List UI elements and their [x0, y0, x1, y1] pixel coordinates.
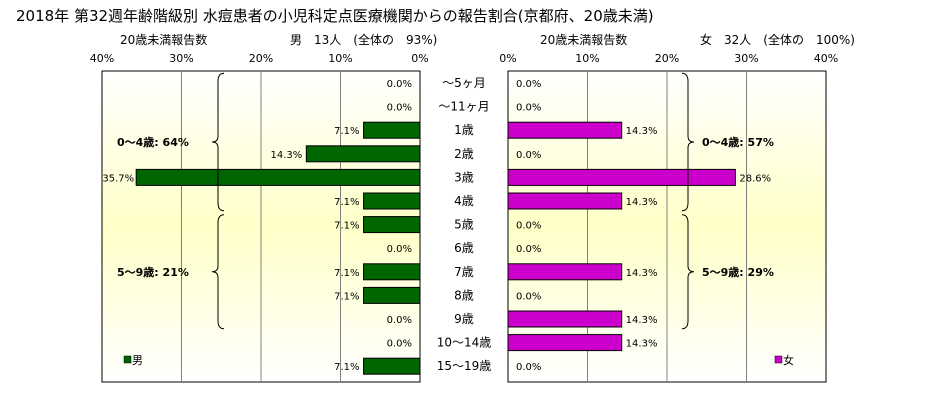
female-data-label: 0.0% [516, 103, 541, 114]
male-bar [363, 357, 421, 375]
male-group-label: 5～9歳: 21% [117, 265, 189, 279]
male-bar [363, 263, 421, 281]
female-data-label: 14.3% [626, 268, 658, 279]
category-label: 1歳 [454, 123, 474, 137]
male-legend-swatch [123, 355, 132, 364]
male-header: 男 13人 (全体の 93%) [290, 32, 437, 47]
category-label: 9歳 [454, 312, 474, 326]
male-tick-label: 40% [90, 52, 114, 65]
female-tick-label: 0% [499, 52, 516, 65]
male-data-label: 35.7% [102, 173, 134, 184]
chart-title: 2018年 第32週年齢階級別 水痘患者の小児科定点医療機関からの報告割合(京都… [16, 7, 654, 25]
female-tick-label: 10% [575, 52, 599, 65]
male-legend: 男 [123, 354, 143, 367]
male-data-label: 0.0% [387, 315, 412, 326]
female-header: 女 32人 (全体の 100%) [700, 32, 855, 47]
male-panel: 0% 10% 20% 30% 40% 0.0% 0.0% 7.1% 14.3% 35.7% 7.1… [90, 32, 437, 383]
male-data-label: 7.1% [334, 197, 359, 208]
category-label: 3歳 [454, 170, 474, 184]
female-legend: 女 [774, 353, 794, 367]
male-group-label: 0～4歳: 64% [117, 135, 189, 149]
female-legend-label: 女 [783, 353, 794, 367]
male-data-label: 0.0% [387, 79, 412, 90]
female-tick-label: 40% [814, 52, 838, 65]
male-bar [363, 192, 421, 210]
male-data-label: 0.0% [387, 339, 412, 350]
male-data-label: 0.0% [387, 244, 412, 255]
female-group-label: 0～4歳: 57% [702, 135, 774, 149]
category-label: 15～19歳 [437, 359, 492, 373]
female-data-label: 14.3% [626, 315, 658, 326]
male-bar [363, 121, 421, 139]
female-data-label: 28.6% [739, 173, 771, 184]
category-label: 2歳 [454, 147, 474, 161]
male-bar [363, 286, 421, 304]
female-data-label: 0.0% [516, 362, 541, 373]
female-data-label: 0.0% [516, 150, 541, 161]
female-legend-swatch [774, 355, 783, 364]
category-labels: ～5ヶ月 ～11ヶ月 1歳 2歳 3歳 4歳 5歳 6歳 7歳 8歳 9歳 10～14歳 15～19歳 [437, 76, 492, 373]
category-label: ～11ヶ月 [438, 100, 489, 114]
male-group-brace [211, 72, 225, 212]
female-group-brace [681, 214, 695, 330]
category-label: 5歳 [454, 218, 474, 232]
female-data-label: 14.3% [626, 197, 658, 208]
female-bar [507, 334, 623, 352]
category-label: 6歳 [454, 241, 474, 255]
male-data-label: 7.1% [334, 268, 359, 279]
male-tick-label: 20% [249, 52, 273, 65]
male-group-brace [211, 214, 225, 330]
female-bar [507, 263, 623, 281]
male-data-label: 7.1% [334, 221, 359, 232]
category-label: 4歳 [454, 194, 474, 208]
category-label: 7歳 [454, 265, 474, 279]
female-data-label: 0.0% [516, 79, 541, 90]
female-axis-label: 20歳未満報告数 [540, 32, 627, 47]
female-data-label: 14.3% [626, 126, 658, 137]
category-label: ～5ヶ月 [442, 76, 486, 90]
male-data-label: 7.1% [334, 126, 359, 137]
female-data-label: 0.0% [516, 291, 541, 302]
male-tick-label: 10% [328, 52, 352, 65]
female-tick-label: 20% [655, 52, 679, 65]
female-bar [507, 168, 736, 186]
male-bar [363, 216, 421, 234]
male-tick-label: 30% [169, 52, 193, 65]
male-tick-label: 0% [411, 52, 428, 65]
male-legend-label: 男 [132, 354, 143, 367]
female-data-label: 0.0% [516, 244, 541, 255]
male-data-label: 14.3% [271, 150, 303, 161]
male-data-label: 7.1% [334, 362, 359, 373]
male-axis-label: 20歳未満報告数 [120, 32, 207, 47]
male-bar [135, 168, 421, 186]
female-data-label: 0.0% [516, 221, 541, 232]
female-data-label: 14.3% [626, 339, 658, 350]
female-group-label: 5～9歳: 29% [702, 265, 774, 279]
female-group-brace [681, 72, 695, 212]
category-label: 8歳 [454, 288, 474, 302]
female-bar [507, 192, 623, 210]
female-bar [507, 310, 623, 328]
female-tick-label: 30% [734, 52, 758, 65]
male-data-label: 7.1% [334, 291, 359, 302]
female-panel: 0% 10% 20% 30% 40% 0.0% 0.0% 14.3% 0.0% 28.6% 14.… [499, 32, 855, 383]
female-bar [507, 121, 623, 139]
male-bar [305, 145, 421, 163]
male-data-label: 0.0% [387, 103, 412, 114]
category-label: 10～14歳 [437, 336, 492, 350]
